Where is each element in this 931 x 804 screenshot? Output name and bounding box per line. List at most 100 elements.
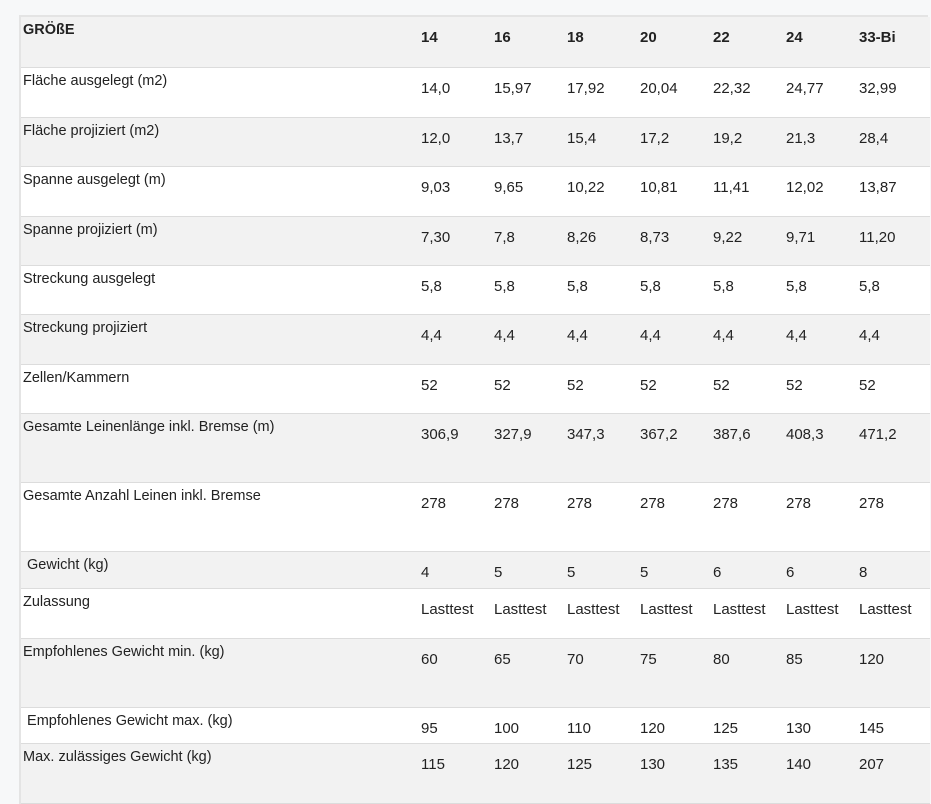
value-cell: 100 [492, 707, 565, 744]
value-cell: 10,22 [565, 166, 638, 217]
value-cell: 17,2 [638, 117, 711, 167]
value-cell: 207 [857, 743, 930, 804]
value-cell: 5 [492, 551, 565, 589]
table-row: Streckung ausgelegt 5,8 5,8 5,8 5,8 5,8 5,8 5,8 [21, 265, 930, 315]
value-cell: 408,3 [784, 413, 857, 483]
value-cell: 32,99 [857, 67, 930, 118]
value-cell: 5,8 [711, 265, 784, 315]
value-cell: 12,02 [784, 166, 857, 217]
value-cell: 278 [711, 482, 784, 552]
row-label: Streckung projiziert [21, 314, 419, 365]
value-cell: 115 [419, 743, 492, 804]
value-cell: 12,0 [419, 117, 492, 167]
value-cell: 95 [419, 707, 492, 744]
value-cell: 278 [857, 482, 930, 552]
row-label: Empfohlenes Gewicht max. (kg) [21, 707, 419, 744]
value-cell: 52 [638, 364, 711, 414]
value-cell: 9,65 [492, 166, 565, 217]
value-cell: 367,2 [638, 413, 711, 483]
table-row: Streckung projiziert 4,4 4,4 4,4 4,4 4,4 4,4 4,… [21, 314, 930, 365]
value-cell: 120 [857, 638, 930, 708]
value-cell: Lasttest [565, 588, 638, 639]
value-cell: 11,41 [711, 166, 784, 217]
value-cell: 52 [711, 364, 784, 414]
row-label: Spanne projiziert (m) [21, 216, 419, 266]
value-cell: 278 [492, 482, 565, 552]
value-cell: 10,81 [638, 166, 711, 217]
value-cell: 120 [638, 707, 711, 744]
value-cell: 24,77 [784, 67, 857, 118]
value-cell: 8 [857, 551, 930, 589]
value-cell: 5,8 [784, 265, 857, 315]
table-row: Gesamte Anzahl Leinen inkl. Bremse 278 278… [21, 482, 930, 552]
value-cell: 125 [711, 707, 784, 744]
value-cell: 80 [711, 638, 784, 708]
value-cell: 4,4 [492, 314, 565, 365]
value-cell: 52 [419, 364, 492, 414]
row-label: Gesamte Leinenlänge inkl. Bremse (m) [21, 413, 419, 483]
value-cell: 9,03 [419, 166, 492, 217]
value-cell: Lasttest [492, 588, 565, 639]
value-cell: Lasttest [638, 588, 711, 639]
value-cell: 5,8 [638, 265, 711, 315]
value-cell: 327,9 [492, 413, 565, 483]
value-cell: 110 [565, 707, 638, 744]
value-cell: 278 [784, 482, 857, 552]
table-row: Gewicht (kg) 4 5 5 5 6 6 8 [21, 551, 930, 589]
value-cell: 347,3 [565, 413, 638, 483]
value-cell: 13,7 [492, 117, 565, 167]
value-cell: 5,8 [857, 265, 930, 315]
table-row: Spanne ausgelegt (m) 9,03 9,65 10,22 10,81 11… [21, 166, 930, 217]
value-cell: 21,3 [784, 117, 857, 167]
value-cell: Lasttest [857, 588, 930, 639]
value-cell: 125 [565, 743, 638, 804]
size-header-cell: 16 [492, 17, 565, 68]
value-cell: 4 [419, 551, 492, 589]
row-label: Spanne ausgelegt (m) [21, 166, 419, 217]
value-cell: 52 [784, 364, 857, 414]
size-header-cell: 24 [784, 17, 857, 68]
value-cell: 19,2 [711, 117, 784, 167]
value-cell: 70 [565, 638, 638, 708]
value-cell: 14,0 [419, 67, 492, 118]
row-label: Zulassung [21, 588, 419, 639]
row-label: Empfohlenes Gewicht min. (kg) [21, 638, 419, 708]
specs-table-container: GRÖßE 14 16 18 20 22 24 33-Bi Fläche ausgelegt (… [19, 15, 930, 804]
value-cell: 130 [784, 707, 857, 744]
value-cell: 85 [784, 638, 857, 708]
value-cell: 9,22 [711, 216, 784, 266]
value-cell: 5,8 [492, 265, 565, 315]
value-cell: 4,4 [711, 314, 784, 365]
value-cell: 52 [857, 364, 930, 414]
value-cell: 4,4 [784, 314, 857, 365]
value-cell: 145 [857, 707, 930, 744]
value-cell: 15,4 [565, 117, 638, 167]
table-row: Zulassung Lasttest Lasttest Lasttest Lasttes… [21, 588, 930, 639]
value-cell: 278 [419, 482, 492, 552]
specs-table: GRÖßE 14 16 18 20 22 24 33-Bi Fläche ausgelegt (… [21, 17, 930, 804]
value-cell: 4,4 [419, 314, 492, 365]
value-cell: 9,71 [784, 216, 857, 266]
value-cell: 65 [492, 638, 565, 708]
value-cell: 17,92 [565, 67, 638, 118]
header-label: GRÖßE [21, 17, 419, 68]
value-cell: 15,97 [492, 67, 565, 118]
value-cell: 5,8 [419, 265, 492, 315]
value-cell: 52 [492, 364, 565, 414]
value-cell: 278 [638, 482, 711, 552]
value-cell: 120 [492, 743, 565, 804]
size-header-cell: 18 [565, 17, 638, 68]
value-cell: 6 [784, 551, 857, 589]
value-cell: Lasttest [711, 588, 784, 639]
size-header-cell: 14 [419, 17, 492, 68]
row-label: Gesamte Anzahl Leinen inkl. Bremse [21, 482, 419, 552]
value-cell: Lasttest [419, 588, 492, 639]
row-label: Fläche ausgelegt (m2) [21, 67, 419, 118]
value-cell: 5,8 [565, 265, 638, 315]
value-cell: 130 [638, 743, 711, 804]
value-cell: 5 [638, 551, 711, 589]
table-row: Empfohlenes Gewicht min. (kg) 60 65 70 75 80 8… [21, 638, 930, 708]
table-header-row: GRÖßE 14 16 18 20 22 24 33-Bi [21, 17, 930, 68]
value-cell: 6 [711, 551, 784, 589]
size-header-cell: 33-Bi [857, 17, 930, 68]
